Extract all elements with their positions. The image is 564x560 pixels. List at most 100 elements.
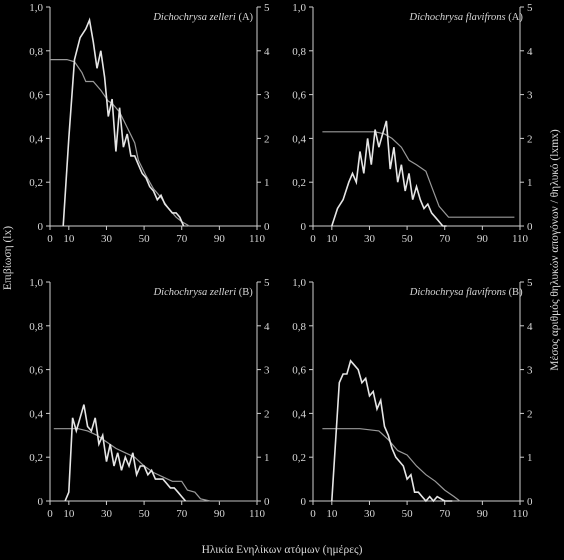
y-tick-label-right: 3 — [264, 90, 270, 102]
x-tick-label: 70 — [176, 508, 188, 520]
y-tick-label-right: 4 — [264, 46, 270, 58]
x-tick-label: 30 — [364, 233, 376, 245]
y-tick-label-left: 1,0 — [29, 2, 43, 14]
y-tick-label-left: 0 — [301, 221, 307, 233]
fecundity-line — [322, 131, 515, 218]
x-tick-label: 10 — [63, 233, 75, 245]
y-tick-label-right: 2 — [264, 408, 270, 420]
y-tick-label-right: 4 — [527, 46, 533, 58]
x-tick-label: 90 — [214, 233, 226, 245]
y-tick-label-left: 0,6 — [29, 90, 43, 102]
y-tick-label-left: 0,8 — [292, 321, 306, 333]
x-tick-label: 110 — [512, 233, 529, 245]
x-tick-label: 50 — [402, 233, 414, 245]
y-tick-label-right: 3 — [264, 365, 270, 377]
y-axis-label-right: Μέσος αριθμός θηλυκών απογόνων / θηλυκό … — [549, 129, 561, 371]
y-tick-label-right: 3 — [527, 90, 533, 102]
y-tick-label-left: 0,8 — [292, 46, 306, 58]
y-tick-label-left: 0,6 — [292, 90, 306, 102]
y-tick-label-left: 0,2 — [292, 452, 306, 464]
fecundity-line — [50, 58, 190, 227]
y-tick-label-right: 1 — [527, 452, 533, 464]
y-tick-label-left: 0 — [301, 496, 307, 508]
x-tick-label: 90 — [477, 508, 489, 520]
y-tick-label-left: 0,2 — [29, 177, 43, 189]
x-tick-label: 110 — [249, 508, 266, 520]
panel-title-species: Dichochrysa zelleri — [153, 287, 237, 298]
panel-title-species: Dichochrysa flavifrons — [409, 287, 506, 298]
y-tick-label-left: 0,4 — [292, 408, 306, 420]
y-tick-label-left: 0,4 — [29, 133, 43, 145]
x-tick-label: 10 — [326, 508, 338, 520]
x-tick-label: 30 — [101, 233, 113, 245]
y-tick-label-left: 0,2 — [292, 177, 306, 189]
panel-title: Dichochrysa flavifrons (A) — [409, 12, 524, 23]
y-tick-label-right: 5 — [264, 2, 270, 14]
y-tick-label-right: 0 — [527, 221, 533, 233]
x-tick-label: 0 — [310, 233, 316, 245]
x-tick-label: 0 — [47, 233, 53, 245]
x-tick-label: 90 — [477, 233, 489, 245]
y-tick-label-left: 0,2 — [29, 452, 43, 464]
x-tick-label: 30 — [364, 508, 376, 520]
y-tick-label-left: 1,0 — [29, 277, 43, 289]
survival-line — [64, 404, 187, 502]
y-tick-label-right: 0 — [264, 496, 270, 508]
panel-title-species: Dichochrysa flavifrons — [409, 12, 506, 23]
panel-title: Dichochrysa flavifrons (B) — [409, 287, 523, 298]
panel-title-suffix: (B) — [236, 287, 253, 298]
x-tick-label: 0 — [310, 508, 316, 520]
y-tick-label-right: 0 — [264, 221, 270, 233]
x-tick-label: 70 — [176, 233, 188, 245]
x-tick-label: 10 — [326, 233, 338, 245]
y-tick-label-left: 0,4 — [29, 408, 43, 420]
chart-panel-3: 0 10 30 50 70 90 11000,20,40,60,81,0012345Dich… — [29, 277, 270, 520]
y-tick-label-left: 1,0 — [292, 2, 306, 14]
y-tick-label-right: 2 — [527, 133, 533, 145]
survival-line — [331, 120, 447, 227]
x-tick-label: 70 — [439, 233, 451, 245]
y-tick-label-right: 1 — [264, 177, 270, 189]
fecundity-line — [322, 428, 461, 502]
y-tick-label-right: 2 — [527, 408, 533, 420]
panel-title: Dichochrysa zelleri (B) — [153, 287, 254, 298]
x-tick-label: 110 — [249, 233, 266, 245]
panel-title-species: Dichochrysa zelleri — [152, 12, 236, 23]
y-tick-label-right: 0 — [527, 496, 533, 508]
panel-title-suffix: (A) — [236, 12, 254, 23]
y-tick-label-right: 1 — [264, 452, 270, 464]
y-tick-label-left: 0,6 — [29, 365, 43, 377]
x-tick-label: 0 — [47, 508, 53, 520]
y-tick-label-right: 5 — [264, 277, 270, 289]
panel-title: Dichochrysa zelleri (A) — [152, 12, 253, 23]
x-tick-label: 70 — [439, 508, 451, 520]
chart-panel-2: 0 10 30 50 70 90 11000,20,40,60,81,0012345Dich… — [292, 2, 533, 245]
chart-panel-1: 0 10 30 50 70 90 11000,20,40,60,81,0012345Dich… — [29, 2, 270, 245]
fecundity-line — [53, 428, 257, 502]
x-axis-label: Ηλικία Ενηλίκων ατόμων (ημέρες) — [202, 544, 363, 556]
x-tick-label: 50 — [402, 508, 414, 520]
y-tick-label-right: 2 — [264, 133, 270, 145]
y-tick-label-right: 4 — [264, 321, 270, 333]
y-tick-label-right: 4 — [527, 321, 533, 333]
x-tick-label: 90 — [214, 508, 226, 520]
y-tick-label-right: 3 — [527, 365, 533, 377]
x-tick-label: 110 — [512, 508, 529, 520]
y-tick-label-left: 0,8 — [29, 321, 43, 333]
y-tick-label-left: 0 — [38, 496, 44, 508]
y-tick-label-left: 0 — [38, 221, 44, 233]
y-tick-label-left: 0,8 — [29, 46, 43, 58]
y-tick-label-right: 1 — [527, 177, 533, 189]
x-tick-label: 50 — [139, 508, 151, 520]
y-tick-label-right: 5 — [527, 2, 533, 14]
survival-line — [62, 17, 185, 227]
y-tick-label-right: 5 — [527, 277, 533, 289]
survival-line — [331, 359, 453, 503]
y-tick-label-left: 1,0 — [292, 277, 306, 289]
x-tick-label: 50 — [139, 233, 151, 245]
chart-panel-4: 0 10 30 50 70 90 11000,20,40,60,81,0012345Dich… — [292, 277, 533, 520]
y-tick-label-left: 0,4 — [292, 133, 306, 145]
panel-title-suffix: (B) — [506, 287, 523, 298]
x-tick-label: 10 — [63, 508, 75, 520]
